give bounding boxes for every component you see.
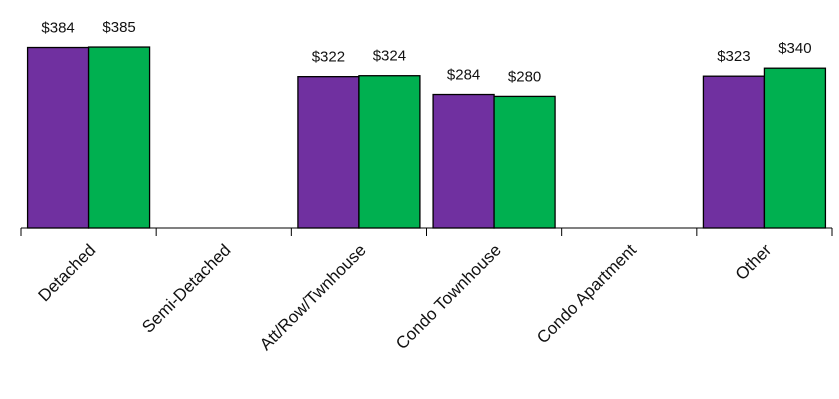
data-labels-layer: $384 $385 $322 $324 $284 $280 $323 $340 [41,19,811,85]
data-label: $280 [508,68,541,85]
bar-condo-townhouse-series-2 [493,95,556,229]
bar-att-row-twnhouse-series-2 [358,75,421,229]
category-label-att-row-twnhouse: Att/Row/Twnhouse [256,240,370,354]
category-label-other: Other [732,240,776,284]
category-label-semi-detached: Semi-Detached [138,240,234,336]
data-label: $284 [447,67,480,84]
data-label: $384 [41,20,74,37]
category-label-condo-townhouse: Condo Townhouse [392,240,505,353]
category-labels-layer: Detached Semi-Detached Att/Row/Twnhouse Con… [35,240,776,354]
bar-other-series-1 [702,75,766,229]
bar-other-series-2 [763,67,827,229]
bar-att-row-twnhouse-series-1 [297,76,360,229]
bar-condo-townhouse-series-1 [432,93,495,229]
data-label: $323 [717,48,750,65]
x-axis-ticks [20,228,833,236]
category-label-detached: Detached [35,240,100,305]
bars-layer [26,46,827,229]
data-label: $385 [102,19,135,36]
bar-detached-series-2 [87,46,151,229]
data-label: $322 [312,49,345,66]
bar-detached-series-1 [26,46,90,229]
data-label: $340 [778,40,811,57]
data-label: $324 [373,48,406,65]
category-label-condo-apartment: Condo Apartment [533,240,640,347]
